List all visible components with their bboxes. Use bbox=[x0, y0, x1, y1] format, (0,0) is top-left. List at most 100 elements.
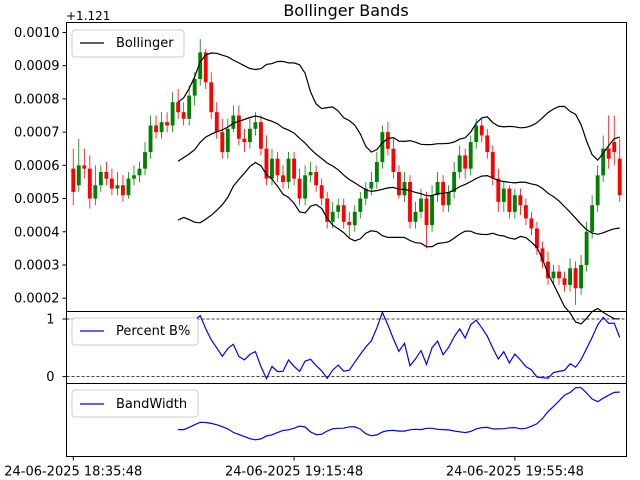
candle-body bbox=[292, 158, 296, 179]
candle-body bbox=[485, 135, 490, 153]
candle-body bbox=[385, 132, 390, 149]
candle-body bbox=[584, 231, 589, 265]
candle-body bbox=[98, 171, 103, 186]
candle-body bbox=[143, 152, 147, 169]
bandwidth-line bbox=[178, 387, 620, 441]
candle-body bbox=[259, 122, 263, 149]
candle-body bbox=[568, 268, 572, 285]
price-ytick-label: 0.0010 bbox=[14, 26, 60, 41]
candle-body bbox=[115, 185, 120, 189]
price-ytick-label: 0.0004 bbox=[14, 225, 60, 240]
candle-body bbox=[286, 158, 291, 182]
candle-body bbox=[225, 128, 230, 153]
candle-body bbox=[308, 171, 313, 176]
price-ytick-label: 0.0007 bbox=[14, 126, 60, 141]
candle-body bbox=[435, 181, 440, 196]
x-axis: 24-06-2025 18:35:48 24-06-2025 19:15:48 24… bbox=[4, 456, 584, 480]
price-ytick-label: 0.0009 bbox=[14, 59, 60, 74]
candle-body bbox=[457, 155, 462, 172]
candle-body bbox=[617, 158, 622, 196]
candle-body bbox=[242, 138, 247, 143]
candle-body bbox=[220, 132, 225, 153]
candle-body bbox=[358, 198, 363, 212]
candle-body bbox=[203, 52, 208, 83]
candle-body bbox=[336, 205, 341, 212]
candle-body bbox=[595, 175, 600, 206]
candle-body bbox=[82, 165, 87, 169]
chart-title: Bollinger Bands bbox=[283, 1, 408, 20]
middle-band-line bbox=[177, 115, 620, 235]
price-ytick-label: 0.0003 bbox=[14, 258, 60, 273]
bandwidth-legend: BandWidth bbox=[71, 389, 199, 418]
candle-body bbox=[529, 218, 534, 229]
candle-body bbox=[170, 102, 175, 126]
candle-body bbox=[297, 178, 302, 199]
candle-body bbox=[165, 122, 170, 126]
candle-body bbox=[551, 271, 556, 279]
candle-body bbox=[540, 248, 545, 262]
candle-body bbox=[557, 271, 561, 279]
percent-b-ytick-label: 0 bbox=[46, 370, 54, 385]
candle-body bbox=[507, 188, 512, 212]
candle-body bbox=[523, 205, 528, 219]
price-offset-label: +1.121 bbox=[66, 9, 110, 23]
percent-b-ytick-label: 1 bbox=[46, 312, 54, 327]
price-ytick-label: 0.0005 bbox=[14, 192, 60, 207]
legend-percent-b-label: Percent B% bbox=[116, 324, 190, 339]
candle-body bbox=[148, 125, 153, 153]
candle-body bbox=[176, 102, 181, 113]
candle-body bbox=[374, 162, 379, 182]
legend-bollinger-label: Bollinger bbox=[116, 36, 174, 51]
candle-body bbox=[468, 142, 473, 169]
legend-bandwidth-label: BandWidth bbox=[116, 397, 187, 412]
candle-body bbox=[209, 82, 214, 113]
price-ytick-label: 0.0002 bbox=[14, 292, 60, 307]
candle-body bbox=[126, 178, 131, 196]
upper-band-line bbox=[177, 52, 620, 161]
candle-body bbox=[397, 171, 401, 196]
candle-body bbox=[601, 148, 606, 176]
candle-body bbox=[137, 168, 142, 176]
candle-body bbox=[76, 165, 81, 186]
candle-body bbox=[606, 148, 611, 159]
candle-body bbox=[303, 175, 308, 199]
candle-body bbox=[104, 171, 109, 179]
candle-body bbox=[512, 195, 517, 212]
candle-body bbox=[463, 155, 468, 169]
candle-body bbox=[330, 211, 335, 222]
candle-body bbox=[319, 185, 324, 199]
candle-body bbox=[369, 181, 374, 189]
candle-body bbox=[452, 171, 457, 192]
candle-body bbox=[424, 198, 429, 226]
candle-body bbox=[380, 132, 385, 163]
candle-body bbox=[247, 128, 252, 143]
candle-body bbox=[109, 178, 114, 189]
candle-body bbox=[198, 52, 203, 79]
price-ytick-label: 0.0008 bbox=[14, 92, 60, 107]
candle-body bbox=[231, 115, 236, 129]
candle-body bbox=[474, 125, 479, 143]
candle-body bbox=[413, 211, 418, 222]
candle-body bbox=[214, 112, 219, 133]
percent-b-line bbox=[177, 310, 621, 381]
x-tick-label: 24-06-2025 18:35:48 bbox=[4, 465, 142, 480]
candle-body bbox=[573, 268, 578, 289]
candle-body bbox=[275, 158, 280, 176]
price-ytick-label: 0.0006 bbox=[14, 159, 60, 174]
candle-body bbox=[402, 181, 407, 196]
candle-body bbox=[590, 205, 595, 232]
candle-body bbox=[121, 185, 125, 196]
candle-body bbox=[253, 122, 258, 129]
price-panel: 0.0002 0.0003 0.0004 0.0005 0.0006 0.0007 0.00… bbox=[14, 26, 622, 325]
candle-body bbox=[546, 261, 550, 279]
candle-body bbox=[325, 198, 330, 222]
bandwidth-panel bbox=[178, 387, 620, 441]
candle-body bbox=[490, 152, 495, 179]
candle-body bbox=[535, 228, 539, 249]
candle-body bbox=[270, 158, 274, 179]
candle-body bbox=[181, 112, 186, 119]
price-legend: Bollinger bbox=[71, 29, 185, 58]
candle-body bbox=[314, 171, 319, 186]
candle-body bbox=[479, 125, 484, 136]
